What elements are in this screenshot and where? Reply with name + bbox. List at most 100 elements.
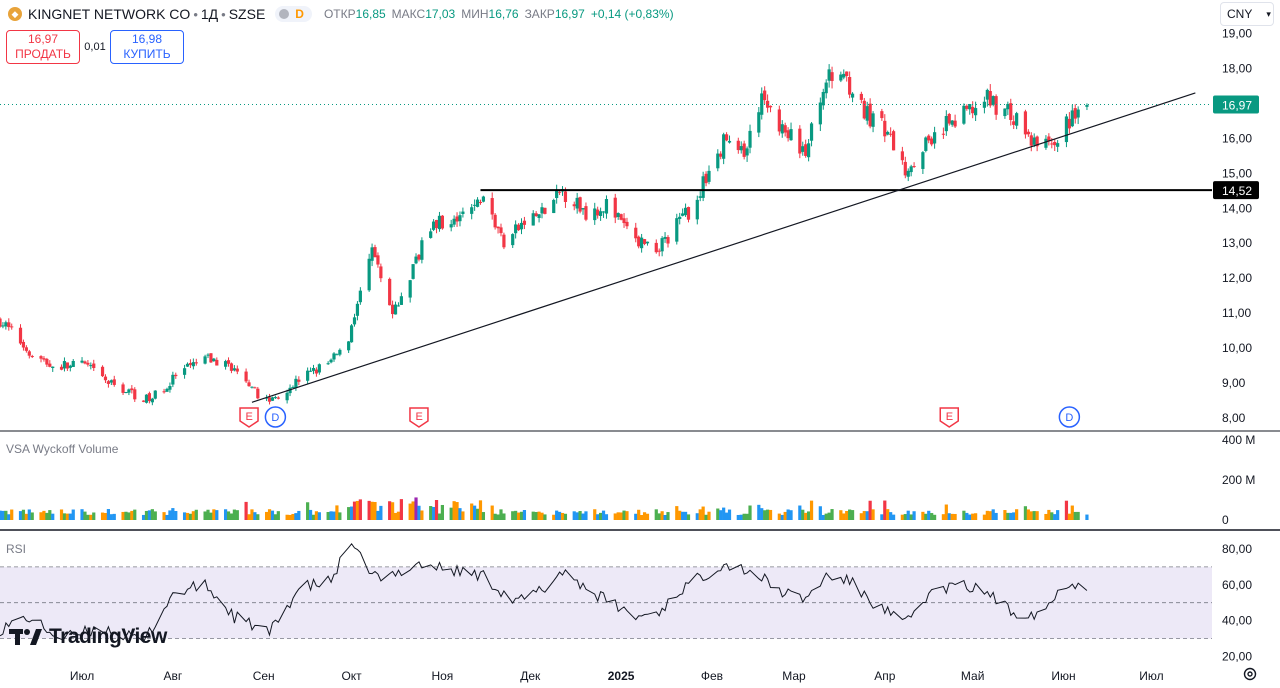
candle-body <box>265 397 269 399</box>
candle-body <box>1003 108 1007 117</box>
high-value: 17,03 <box>425 7 456 21</box>
tradingview-logo[interactable]: TradingView <box>9 625 167 649</box>
volume-bar <box>763 510 767 520</box>
candle-body <box>642 239 647 244</box>
candle-body <box>921 152 925 169</box>
candle-body <box>637 236 641 247</box>
volume-bar <box>1012 512 1016 520</box>
candle-body <box>1029 135 1033 146</box>
candle-body <box>974 108 978 116</box>
volume-bar <box>584 511 588 520</box>
earnings-event-icon <box>939 407 959 428</box>
candle-body <box>891 131 896 151</box>
candle-body <box>288 387 292 394</box>
volume-bar <box>355 500 360 520</box>
candle-body <box>203 356 207 364</box>
candle-body <box>886 132 890 135</box>
candle-body <box>968 104 972 110</box>
price-tick-label: 9,00 <box>1222 376 1246 390</box>
volume-bar <box>203 511 207 520</box>
candle-body <box>563 191 568 202</box>
time-tick-label: Сен <box>253 669 275 683</box>
time-tick-label: Июн <box>1051 669 1075 683</box>
candle-body <box>950 120 954 125</box>
volume-bar <box>127 512 131 520</box>
volume-bar <box>891 514 896 520</box>
volume-bar <box>675 506 679 520</box>
earnings-event-letter: E <box>246 411 253 423</box>
candle-body <box>578 197 582 212</box>
candle-body <box>516 224 521 231</box>
volume-bar <box>212 509 216 520</box>
candle-body <box>941 133 945 135</box>
candle-body <box>133 389 137 400</box>
symbol-name[interactable]: KINGNET NETWORK CO <box>28 6 191 22</box>
volume-bar <box>1053 514 1057 520</box>
candle-body <box>235 368 239 372</box>
candle-body <box>889 133 893 135</box>
candle-body <box>519 222 524 230</box>
earnings-event-letter: E <box>415 411 422 423</box>
candle-body <box>757 112 761 133</box>
candle-body <box>335 354 339 356</box>
candle-body <box>906 170 910 177</box>
volume-bar <box>842 513 846 520</box>
volume-bar <box>150 509 154 520</box>
candle-body <box>953 120 957 127</box>
candle-body <box>440 215 444 229</box>
candle-body <box>991 96 995 105</box>
candle-body <box>681 213 685 216</box>
market-status-toggle[interactable]: D <box>275 6 312 22</box>
candle-body <box>370 247 374 261</box>
candle-body <box>390 304 395 315</box>
candle-body <box>481 196 486 202</box>
candle-body <box>478 202 483 204</box>
candle-body <box>144 394 149 403</box>
volume-bar <box>701 506 705 520</box>
volume-bar <box>349 506 354 520</box>
volume-bar <box>552 514 556 520</box>
candle-body <box>900 151 904 161</box>
volume-bar <box>557 511 562 520</box>
volume-bar <box>27 509 31 520</box>
volume-bar <box>311 514 316 520</box>
volume-bar <box>686 514 691 520</box>
candle-body <box>962 105 966 124</box>
candle-body <box>868 103 872 127</box>
candle-body <box>226 360 231 364</box>
volume-bar <box>783 511 787 520</box>
gear-icon[interactable] <box>1242 666 1258 682</box>
low-label: МИН <box>461 7 489 21</box>
volume-bar <box>103 512 108 520</box>
candle-body <box>332 353 336 360</box>
currency-select[interactable]: CNY ▾ <box>1220 2 1274 26</box>
volume-bar <box>818 506 822 520</box>
candle-body <box>373 247 377 258</box>
volume-bar <box>947 513 951 520</box>
candle-body <box>165 388 169 392</box>
candle-body <box>80 360 84 363</box>
candle-body <box>698 196 702 198</box>
candle-body <box>414 256 418 264</box>
tradingview-logo-icon <box>9 629 42 645</box>
candle-body <box>411 264 415 279</box>
dividend-event-icon <box>1058 406 1081 428</box>
symbol-logo-icon: ◆ <box>8 7 22 21</box>
candle-body <box>1067 118 1071 129</box>
buy-button[interactable]: 16,98 КУПИТЬ <box>110 30 184 64</box>
volume-bar <box>886 509 890 520</box>
candle-body <box>745 148 749 156</box>
volume-bar <box>432 506 436 520</box>
volume-bar <box>45 512 49 520</box>
interval-label[interactable]: 1Д <box>200 6 219 22</box>
volume-bar <box>250 509 254 520</box>
volume-bar <box>736 514 740 520</box>
volume-bar <box>65 513 69 520</box>
candle-body <box>798 128 802 154</box>
candle-body <box>736 140 740 151</box>
volume-bar <box>593 509 597 520</box>
volume-bar <box>223 509 228 520</box>
volume-bar <box>1029 511 1033 520</box>
sell-button[interactable]: 16,97 ПРОДАТЬ <box>6 30 80 64</box>
